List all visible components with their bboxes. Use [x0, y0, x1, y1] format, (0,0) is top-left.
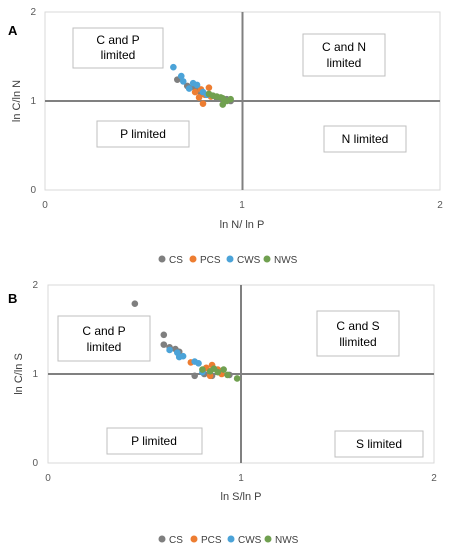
y-tick-1-a: 1 — [30, 96, 36, 107]
quadrant-box-bottom-right-a: N limited — [323, 125, 407, 153]
point-nws-b-0 — [199, 366, 206, 373]
legend-marker-nws-a — [263, 255, 271, 263]
x-axis-label-a: ln N/ ln P — [220, 219, 265, 231]
reference-lines-b — [48, 285, 434, 463]
legend-label-cws-b: CWS — [238, 535, 262, 546]
panel-a-label: A — [8, 23, 18, 38]
quadrant-box-bottom-right-b: S limited — [334, 430, 424, 458]
y-axis-label-b: ln C/ln S — [13, 353, 25, 395]
x-tick-1-b: 1 — [238, 473, 244, 484]
point-pcs-a-6 — [195, 94, 203, 101]
quadrant-label-a-tr-2: limited — [327, 56, 362, 70]
point-cws-a-1 — [177, 72, 185, 80]
quadrant-box-bottom-left-b: P limited — [106, 427, 203, 455]
legend-label-nws-b: NWS — [275, 535, 299, 546]
quadrant-box-bottom-left-a: P limited — [96, 120, 190, 148]
quadrant-label-b-tr-1: C and S — [336, 319, 379, 333]
x-tick-1-a: 1 — [239, 200, 245, 211]
quadrant-label-b-bl-1: P limited — [131, 434, 177, 448]
point-cws-b-5 — [195, 360, 202, 367]
point-cws-a-5 — [193, 81, 201, 89]
data-points-b — [131, 300, 241, 382]
point-cws-b-3 — [179, 352, 187, 360]
y-tick-0-a: 0 — [30, 185, 36, 196]
point-nws-a-6 — [219, 101, 227, 108]
legend-label-pcs-b: PCS — [201, 535, 222, 546]
point-cs-b-2 — [160, 341, 168, 348]
legend-a: CS PCS CWS NWS — [158, 255, 298, 266]
legend-label-nws-a: NWS — [274, 255, 298, 266]
point-cws-a-2 — [179, 78, 187, 85]
legend-marker-pcs-b — [190, 535, 198, 543]
quadrant-box-top-left-b: C and P limited — [57, 315, 151, 362]
panel-b-label: B — [8, 291, 17, 306]
y-tick-0-b: 0 — [32, 458, 38, 469]
legend-marker-cws-b — [227, 535, 235, 543]
panel-b: B 2 1 0 0 1 2 ln S/ln P ln C/ln S C and … — [8, 280, 437, 546]
quadrant-label-a-tr-1: C and N — [322, 40, 366, 54]
point-pcs-a-0 — [191, 88, 199, 96]
point-cs-b-0 — [131, 300, 139, 307]
point-pcs-a-5 — [199, 100, 207, 107]
legend-marker-cws-a — [226, 255, 234, 263]
legend-label-cs-b: CS — [169, 535, 183, 546]
legend-label-cws-a: CWS — [237, 255, 261, 266]
x-tick-0-b: 0 — [45, 473, 51, 484]
legend-b: CS PCS CWS NWS — [158, 535, 299, 546]
y-axis-label-a: ln C/ln N — [11, 80, 23, 122]
legend-marker-cs-b — [158, 535, 166, 543]
quadrant-box-top-right-b: C and S llimited — [316, 310, 400, 357]
legend-label-pcs-a: PCS — [200, 255, 221, 266]
point-nws-b-4 — [220, 366, 227, 373]
point-cs-b-1 — [160, 331, 168, 339]
point-nws-b-3 — [214, 368, 222, 376]
point-cws-a-3 — [185, 85, 193, 92]
quadrant-label-a-tl-2: limited — [101, 48, 136, 62]
legend-marker-nws-b — [264, 535, 272, 543]
y-tick-2-b: 2 — [32, 280, 38, 291]
point-nws-a-7 — [227, 95, 234, 103]
legend-marker-cs-a — [158, 255, 166, 263]
point-pcs-a-3 — [205, 84, 213, 91]
quadrant-box-top-right-a: C and N limited — [302, 33, 386, 77]
quadrant-label-b-tr-2: llimited — [339, 335, 376, 349]
point-cws-a-0 — [170, 63, 177, 71]
x-axis-label-b: ln S/ln P — [221, 491, 262, 503]
x-tick-2-b: 2 — [431, 473, 437, 484]
quadrant-label-a-br-1: N limited — [342, 132, 389, 146]
quadrant-label-b-tl-1: C and P — [82, 324, 125, 338]
x-tick-2-a: 2 — [437, 200, 443, 211]
y-tick-2-a: 2 — [30, 7, 36, 18]
legend-label-cs-a: CS — [169, 255, 183, 266]
quadrant-label-a-tl-1: C and P — [96, 33, 139, 47]
quadrant-box-top-left-a: C and P limited — [72, 27, 164, 69]
legend-marker-pcs-a — [189, 255, 197, 263]
point-nws-b-5 — [224, 371, 231, 379]
point-cs-b-6 — [191, 372, 198, 380]
point-nws-b-6 — [233, 375, 241, 382]
y-tick-1-b: 1 — [32, 369, 38, 380]
panel-a: A 2 1 0 0 1 2 ln N/ ln P ln C/ln N C and… — [8, 7, 443, 266]
quadrant-label-b-br-1: S limited — [356, 437, 402, 451]
data-points-a — [170, 63, 234, 108]
quadrant-label-b-tl-2: limited — [87, 340, 122, 354]
reference-lines-a — [45, 12, 440, 190]
point-cws-b-0 — [166, 346, 173, 354]
x-tick-0-a: 0 — [42, 200, 48, 211]
quadrant-label-a-bl-1: P limited — [120, 127, 166, 141]
